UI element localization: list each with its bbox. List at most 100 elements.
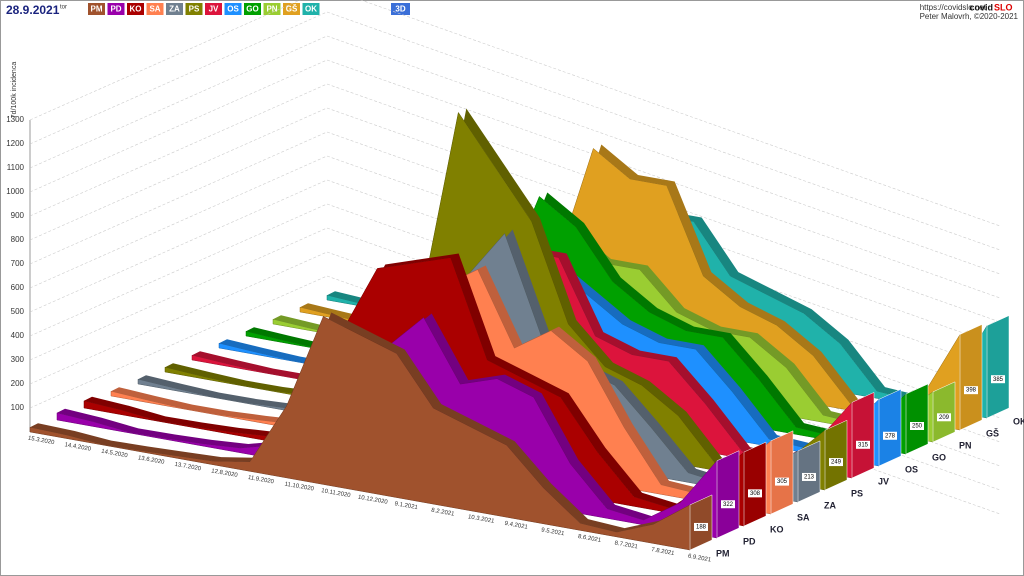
legend-label[interactable]: GO	[246, 5, 258, 14]
value-label: 305	[777, 479, 788, 485]
value-box	[775, 477, 789, 486]
x-tick-label: 9.1.2021	[394, 501, 419, 511]
legend-button[interactable]	[127, 3, 144, 15]
grid-line	[29, 251, 328, 385]
end-face	[905, 383, 929, 455]
legend-button[interactable]	[283, 3, 300, 15]
value-label: 209	[939, 415, 950, 421]
value-box	[883, 431, 897, 440]
legend-button[interactable]	[185, 3, 203, 15]
legend-label[interactable]: PD	[110, 5, 121, 14]
end-face	[716, 450, 740, 539]
y-tick-label: 500	[11, 307, 25, 316]
value-label: 322	[723, 502, 734, 508]
view-button-label[interactable]: 3D	[395, 5, 405, 14]
legend-label[interactable]: OK	[305, 5, 317, 14]
url: https://covidslo.net	[920, 3, 987, 12]
series-label: JV	[878, 476, 889, 486]
weekday: tor	[60, 5, 67, 11]
series-label: ZA	[824, 500, 836, 510]
x-tick-label: 14.4.2020	[64, 442, 92, 453]
value-box	[748, 489, 762, 498]
ridge	[29, 316, 691, 551]
y-tick-label: 200	[11, 379, 25, 388]
legend-label[interactable]: PM	[91, 5, 103, 14]
legend-button[interactable]	[302, 3, 320, 15]
grid-line	[29, 131, 328, 265]
x-tick-label: 9.4.2021	[504, 521, 529, 531]
end-face	[878, 388, 902, 467]
legend-label[interactable]: GŠ	[286, 5, 298, 14]
grid-line	[29, 11, 328, 145]
grid-line	[29, 203, 328, 337]
x-tick-label: 7.8.2021	[651, 547, 676, 557]
grid-line	[29, 83, 328, 217]
series-label: PS	[851, 488, 863, 498]
legend-label[interactable]: KO	[130, 5, 142, 14]
x-tick-label: 10.11.2020	[321, 488, 352, 499]
series-label: OS	[905, 464, 918, 474]
x-tick-label: 6.9.2021	[687, 554, 712, 564]
legend-label[interactable]: ZA	[169, 5, 180, 14]
y-tick-label: 1100	[7, 163, 25, 172]
value-label: 278	[885, 433, 896, 439]
y-tick-label: 600	[11, 283, 25, 292]
y-tick-label: 100	[11, 403, 25, 412]
value-label: 385	[993, 377, 1004, 383]
y-tick-label: 1300	[6, 115, 24, 124]
legend-button[interactable]	[166, 3, 183, 15]
legend-label[interactable]: PS	[189, 5, 200, 14]
legend-label[interactable]: JV	[209, 5, 219, 14]
legend-label[interactable]: SA	[149, 5, 160, 14]
value-box	[856, 440, 870, 449]
series-label: KO	[770, 524, 784, 534]
legend-button[interactable]	[263, 3, 281, 15]
grid-line	[29, 35, 328, 169]
grid-line	[326, 59, 1001, 299]
legend-button[interactable]	[224, 3, 242, 15]
legend-button[interactable]	[146, 3, 164, 15]
value-box	[829, 458, 843, 467]
value-label: 315	[858, 442, 869, 448]
x-tick-label: 8.7.2021	[614, 541, 639, 551]
x-tick-label: 14.5.2020	[101, 449, 129, 460]
legend-button[interactable]	[88, 3, 105, 15]
grid-line	[29, 59, 328, 193]
x-tick-label: 11.9.2020	[247, 475, 275, 486]
value-box	[991, 375, 1005, 384]
legend-button[interactable]	[244, 3, 261, 15]
value-box	[802, 472, 816, 481]
value-box	[964, 386, 978, 395]
grid-line	[29, 0, 301, 121]
grid-line	[326, 35, 1001, 275]
date: 28.9.2021	[6, 3, 60, 17]
value-label: 188	[696, 525, 707, 531]
legend-label[interactable]: PN	[266, 5, 277, 14]
y-tick-label: 700	[11, 259, 25, 268]
y-tick-label: 800	[11, 235, 25, 244]
legend-label[interactable]: OS	[227, 5, 239, 14]
series-label: PN	[959, 440, 972, 450]
x-tick-label: 10.3.2021	[467, 514, 495, 525]
grid-line	[29, 275, 328, 409]
x-tick-label: 13.6.2020	[137, 455, 165, 466]
series-label: PM	[716, 548, 730, 558]
end-face	[851, 392, 875, 479]
legend-button[interactable]	[205, 3, 222, 15]
x-tick-label: 8.2.2021	[431, 508, 456, 518]
x-tick-label: 13.7.2020	[174, 462, 202, 473]
end-face	[824, 419, 848, 491]
end-face	[770, 430, 794, 515]
y-tick-label: 300	[11, 355, 25, 364]
x-tick-label: 9.5.2021	[541, 527, 566, 537]
legend-button[interactable]	[107, 3, 125, 15]
value-box	[937, 413, 951, 422]
grid-line	[29, 227, 328, 361]
grid-line	[29, 155, 328, 289]
y-axis-title: 7d/100k incidenca	[11, 62, 18, 119]
grid-line	[29, 107, 328, 241]
end-face	[797, 440, 821, 503]
end-face	[932, 381, 956, 443]
series-label: GO	[932, 452, 946, 462]
